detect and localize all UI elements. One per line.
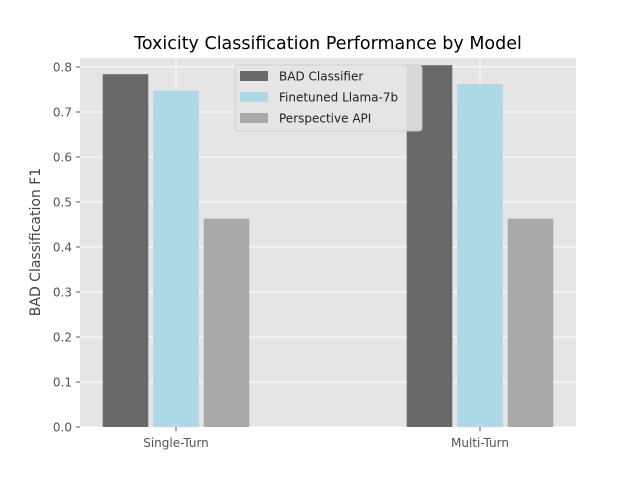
y-tick-label: 0.3 [53, 286, 72, 300]
y-tick-label: 0.0 [53, 421, 72, 435]
bar [507, 218, 554, 427]
y-tick-label: 0.5 [53, 196, 72, 210]
legend-label: BAD Classifier [279, 70, 363, 84]
x-tick-label: Single-Turn [143, 436, 209, 450]
legend-swatch [240, 71, 268, 81]
y-axis-label: BAD Classification F1 [28, 168, 44, 316]
y-tick-label: 0.8 [53, 61, 72, 75]
bar [457, 84, 503, 427]
y-tick-label: 0.4 [53, 241, 72, 255]
legend-label: Finetuned Llama-7b [279, 91, 398, 105]
x-tick-label: Multi-Turn [451, 436, 509, 450]
legend-swatch [240, 92, 268, 102]
legend-frame [234, 64, 423, 132]
bar [102, 74, 149, 427]
chart-title: Toxicity Classification Performance by M… [133, 34, 522, 54]
legend-label: Perspective API [279, 112, 371, 126]
x-axis-ticks: Single-Turn Multi-Turn [143, 427, 509, 450]
bars [102, 65, 554, 427]
y-tick-label: 0.7 [53, 106, 72, 120]
y-tick-label: 0.2 [53, 331, 72, 345]
bar [203, 218, 250, 427]
y-tick-label: 0.1 [53, 376, 72, 390]
legend: BAD Classifier Finetuned Llama-7b Perspect… [234, 64, 423, 132]
bar [153, 90, 199, 427]
y-tick-label: 0.6 [53, 151, 72, 165]
legend-swatch [240, 113, 268, 123]
y-axis-ticks: 0.0 0.1 0.2 0.3 0.4 0.5 0.6 0.7 0.8 [53, 61, 80, 435]
